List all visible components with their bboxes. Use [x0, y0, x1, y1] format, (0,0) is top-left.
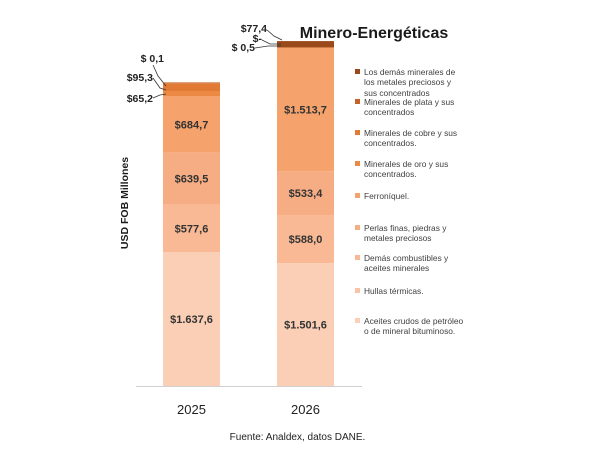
legend-swatch — [355, 288, 360, 293]
legend-label: Demás combustibles y aceites minerales — [364, 253, 449, 274]
legend-swatch — [355, 69, 360, 74]
source-note: Fuente: Analdex, datos DANE. — [229, 432, 366, 443]
legend-swatch — [355, 318, 360, 323]
legend-label: Minerales de oro y sus concentrados. — [364, 159, 449, 180]
legend-label: Minerales de cobre y sus concentrados. — [364, 128, 458, 149]
data-label-2026-3: $588,0 — [289, 234, 323, 246]
data-label-2025-7-leader — [152, 77, 167, 91]
bar-segment-2026-1 — [277, 263, 334, 386]
legend-swatch — [355, 99, 360, 104]
data-label-2025-8-leader — [152, 64, 167, 87]
data-label-2026-4: $533,4 — [289, 188, 324, 200]
bar-segment-2026-9 — [277, 41, 334, 48]
bar-segment-2025-6 — [163, 91, 220, 97]
legend-swatch — [355, 130, 360, 135]
data-label-2026-6-leader — [254, 45, 281, 49]
legend-swatch — [355, 161, 360, 166]
legend-swatch — [355, 225, 360, 230]
data-label-2026-9: $77,4 — [241, 23, 267, 35]
y-axis-label: USD FOB Millones — [119, 157, 131, 249]
x-tick-label-2026: 2026 — [291, 402, 320, 417]
bar-segment-2025-1 — [163, 251, 220, 386]
legend-label: Perlas finas, piedras y metales precioso… — [364, 223, 447, 244]
legend-label: Minerales de plata y sus concentrados — [364, 97, 455, 118]
data-label-2026-5: $1.513,7 — [284, 104, 327, 116]
data-label-2025-4: $639,5 — [175, 174, 209, 186]
x-tick-label-2025: 2025 — [177, 402, 206, 417]
data-label-2026-7-leader — [261, 39, 281, 45]
data-label-2025-3: $577,6 — [175, 223, 209, 235]
bar-segment-2025-8 — [163, 82, 220, 84]
data-label-2026-1: $1.501,6 — [284, 320, 327, 332]
data-label-2025-7: $95,3 — [127, 72, 153, 84]
legend-label: Aceites crudos de petróleo o de mineral … — [364, 316, 464, 337]
bar-segment-2025-7 — [163, 83, 220, 92]
bar-segment-2026-4 — [277, 171, 334, 215]
data-label-2026-7: $- — [253, 33, 263, 45]
data-label-2025-8: $ 0,1 — [141, 53, 165, 65]
legend-label: Los demás minerales de los metales preci… — [364, 67, 456, 98]
data-label-2025-6: $65,2 — [127, 93, 153, 105]
chart-title: Minero-Energéticas — [300, 25, 449, 42]
bar-segment-2025-4 — [163, 152, 220, 205]
data-label-2026-6: $ 0,5 — [232, 42, 256, 54]
bar-segment-2025-5 — [163, 96, 220, 153]
legend-swatch — [355, 255, 360, 260]
bar-segment-2026-3 — [277, 214, 334, 264]
data-label-2025-1: $1.637,6 — [170, 314, 213, 326]
data-label-2025-5: $684,7 — [175, 119, 209, 131]
bar-segment-2026-5 — [277, 47, 334, 172]
legend-swatch — [355, 193, 360, 198]
data-label-2026-9-leader — [266, 29, 283, 41]
data-label-2025-6-leader — [152, 93, 167, 99]
legend-label: Ferroníquel. — [364, 191, 410, 201]
bar-segment-2025-3 — [163, 204, 220, 252]
legend-label: Hullas térmicas. — [364, 286, 424, 296]
